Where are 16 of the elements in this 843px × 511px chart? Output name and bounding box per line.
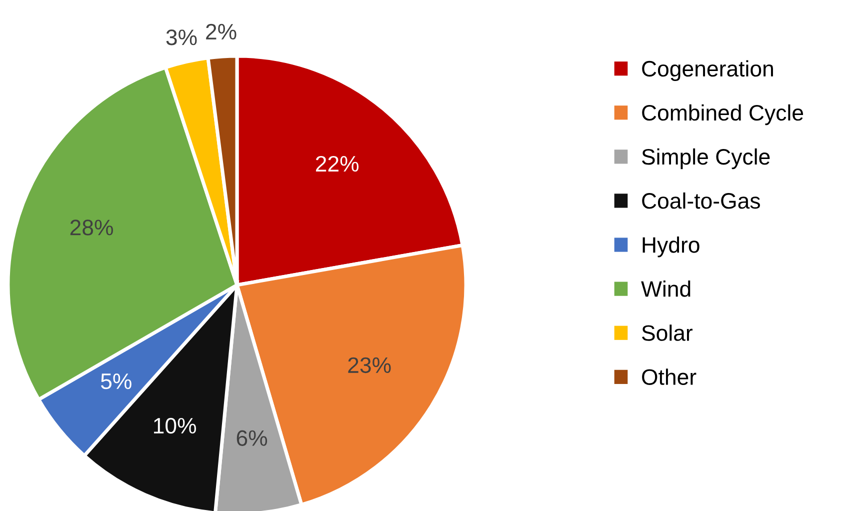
data-label: 5%: [100, 374, 132, 390]
legend-label: Solar: [642, 324, 692, 341]
legend-label: Simple Cycle: [642, 148, 770, 170]
data-label: 6%: [236, 430, 268, 446]
data-label: 2%: [206, 24, 236, 40]
legend-label: Wind: [641, 280, 690, 297]
data-label: 28%: [70, 220, 113, 236]
legend-label: Combined Cycle: [642, 104, 804, 126]
data-label: 23%: [348, 357, 391, 374]
data-label: 22%: [316, 156, 359, 172]
legend-label: Hydro: [642, 236, 700, 258]
data-label: 3%: [166, 30, 197, 46]
data-label: 10%: [154, 418, 196, 434]
legend-label: Other: [642, 368, 696, 385]
legend-label: Cogeneration: [642, 60, 773, 82]
legend-label: Coal-to-Gas: [642, 192, 760, 209]
